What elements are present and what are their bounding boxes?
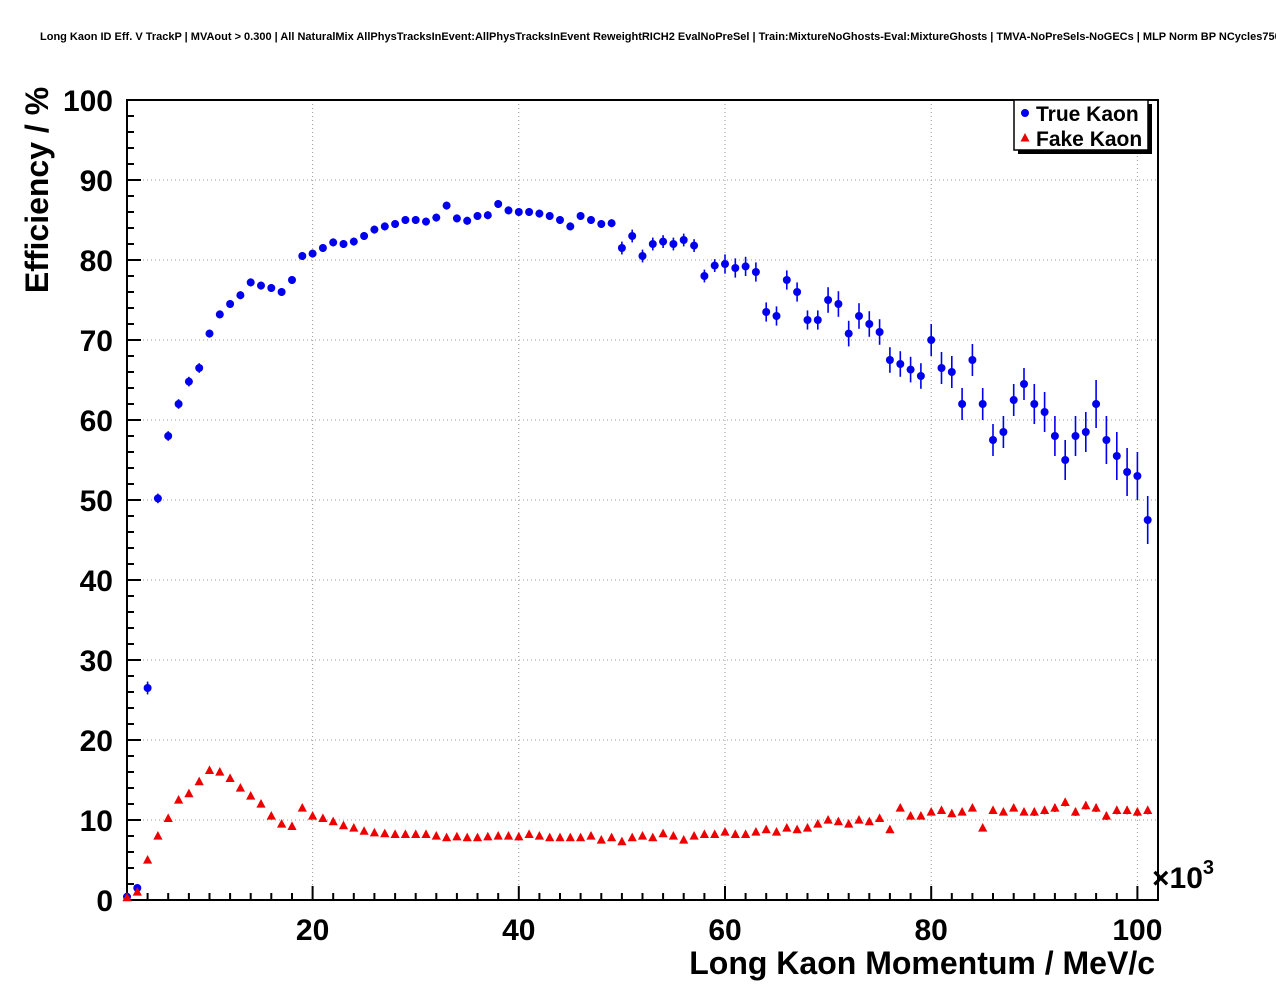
svg-text:80: 80 bbox=[915, 914, 948, 947]
svg-text:40: 40 bbox=[80, 565, 113, 598]
svg-text:80: 80 bbox=[80, 245, 113, 278]
axis-tick-labels: 0 10 20 30 40 50 60 70 80 90 100 20 40 60 80 100 ×103 bbox=[63, 85, 1214, 947]
svg-text:60: 60 bbox=[80, 405, 113, 438]
svg-text:100: 100 bbox=[63, 85, 113, 118]
svg-text:60: 60 bbox=[708, 914, 741, 947]
legend-label: True Kaon bbox=[1036, 103, 1139, 126]
svg-text:20: 20 bbox=[296, 914, 329, 947]
svg-text:20: 20 bbox=[80, 725, 113, 758]
legend-marker-circle-icon bbox=[1021, 109, 1029, 117]
svg-text:0: 0 bbox=[96, 885, 113, 918]
svg-text:100: 100 bbox=[1112, 914, 1162, 947]
svg-text:10: 10 bbox=[80, 805, 113, 838]
plot-title: Long Kaon ID Eff. V TrackP | MVAout > 0.… bbox=[40, 31, 1276, 43]
legend-marker-triangle-icon bbox=[1020, 133, 1030, 142]
x-axis-exponent: ×103 bbox=[1152, 857, 1214, 895]
grid-lines bbox=[127, 100, 1158, 900]
legend-item-true-kaon: True Kaon bbox=[1021, 103, 1139, 126]
svg-text:30: 30 bbox=[80, 645, 113, 678]
svg-text:90: 90 bbox=[80, 165, 113, 198]
y-axis-title: Efficiency / % bbox=[19, 87, 55, 293]
legend-label: Fake Kaon bbox=[1036, 128, 1142, 151]
svg-text:70: 70 bbox=[80, 325, 113, 358]
x-axis-title: Long Kaon Momentum / MeV/c bbox=[689, 945, 1155, 981]
svg-text:40: 40 bbox=[502, 914, 535, 947]
series-fake-kaon bbox=[122, 765, 1153, 902]
legend-item-fake-kaon: Fake Kaon bbox=[1020, 128, 1142, 151]
legend-box bbox=[1013, 99, 1149, 151]
svg-text:50: 50 bbox=[80, 485, 113, 518]
series-true-kaon bbox=[123, 200, 1152, 901]
axis-ticks bbox=[127, 115, 1139, 900]
